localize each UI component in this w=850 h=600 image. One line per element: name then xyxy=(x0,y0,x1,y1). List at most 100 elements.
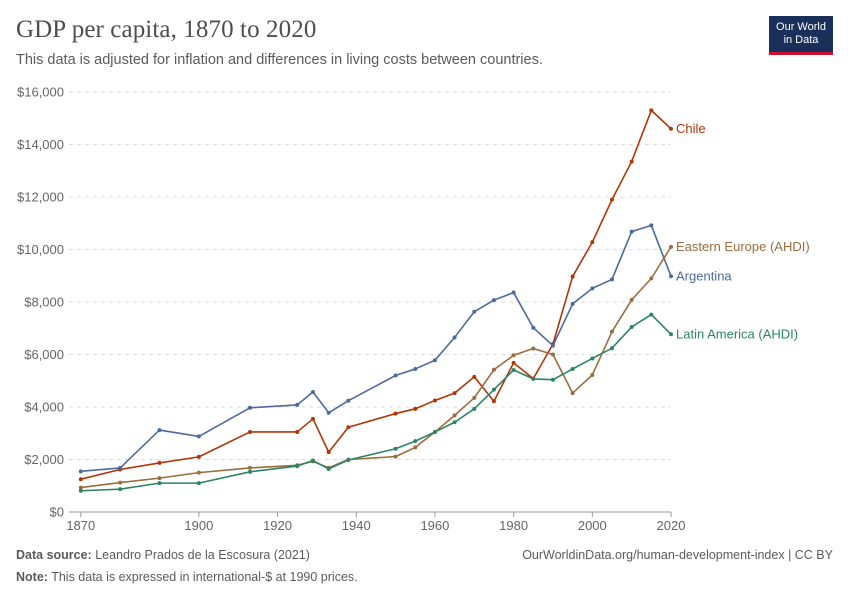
note-footer: Note: This data is expressed in internat… xyxy=(16,570,358,584)
data-point-latin-america-ahdi xyxy=(472,406,477,411)
data-point-argentina xyxy=(531,325,536,330)
x-tick-label: 1870 xyxy=(66,518,95,533)
data-point-eastern-europe-ahdi xyxy=(196,470,201,475)
owid-logo[interactable]: Our World in Data xyxy=(769,16,833,55)
data-point-eastern-europe-ahdi xyxy=(472,395,477,400)
data-point-argentina xyxy=(649,223,654,228)
data-point-chile xyxy=(78,477,83,482)
series-line-chile xyxy=(80,109,672,480)
series-label-argentina: Argentina xyxy=(676,268,732,283)
data-point-latin-america-ahdi xyxy=(326,466,331,471)
data-point-argentina xyxy=(247,405,252,410)
data-point-eastern-europe-ahdi xyxy=(247,465,252,470)
data-source-label: Data source: xyxy=(16,548,92,562)
data-point-latin-america-ahdi xyxy=(649,312,654,317)
data-point-argentina xyxy=(570,301,575,306)
data-point-argentina xyxy=(118,465,123,470)
logo-line-1: Our World xyxy=(776,21,826,33)
series-line-eastern-europe-ahdi xyxy=(80,246,672,489)
data-point-argentina xyxy=(413,366,418,371)
x-tick-label: 1960 xyxy=(420,518,449,533)
logo-line-2: in Data xyxy=(783,34,819,46)
data-point-chile xyxy=(649,108,654,113)
data-point-chile xyxy=(295,429,300,434)
data-point-latin-america-ahdi xyxy=(669,332,673,337)
data-point-eastern-europe-ahdi xyxy=(157,476,162,481)
data-point-chile xyxy=(511,360,516,365)
note-label: Note: xyxy=(16,570,48,584)
series-label-latin-america-ahdi: Latin America (AHDI) xyxy=(676,326,798,341)
y-tick-label: $0 xyxy=(50,505,64,520)
y-tick-label: $10,000 xyxy=(17,242,64,257)
data-point-chile xyxy=(609,197,614,202)
data-point-argentina xyxy=(432,358,437,363)
source-url-link[interactable]: OurWorldinData.org/human-development-ind… xyxy=(522,548,833,562)
note-text: This data is expressed in international-… xyxy=(47,570,358,584)
series-eastern-europe-ahdi xyxy=(78,244,673,490)
data-point-chile xyxy=(196,454,201,459)
data-point-latin-america-ahdi xyxy=(295,464,300,469)
data-point-argentina xyxy=(609,277,614,282)
y-tick-label: $14,000 xyxy=(17,137,64,152)
x-tick-label: 1980 xyxy=(499,518,528,533)
data-point-latin-america-ahdi xyxy=(393,446,398,451)
data-point-argentina xyxy=(669,274,673,279)
data-point-chile xyxy=(669,126,673,131)
data-point-chile xyxy=(413,406,418,411)
data-point-argentina xyxy=(491,298,496,303)
data-point-argentina xyxy=(550,343,555,348)
x-tick-label: 1900 xyxy=(184,518,213,533)
series-latin-america-ahdi xyxy=(78,312,673,493)
data-point-latin-america-ahdi xyxy=(413,439,418,444)
y-tick-label: $4,000 xyxy=(24,400,64,415)
series-lines xyxy=(78,108,673,493)
data-source-footer: Data source: Leandro Prados de la Escosu… xyxy=(16,548,310,562)
chart-title: GDP per capita, 1870 to 2020 xyxy=(16,16,317,43)
data-point-eastern-europe-ahdi xyxy=(511,353,516,358)
data-point-latin-america-ahdi xyxy=(609,346,614,351)
data-source-text: Leandro Prados de la Escosura (2021) xyxy=(91,548,310,562)
data-point-eastern-europe-ahdi xyxy=(669,244,673,249)
data-point-latin-america-ahdi xyxy=(432,429,437,434)
data-point-latin-america-ahdi xyxy=(118,487,123,492)
data-point-chile xyxy=(432,398,437,403)
y-tick-label: $2,000 xyxy=(24,452,64,467)
data-point-eastern-europe-ahdi xyxy=(570,391,575,396)
data-point-eastern-europe-ahdi xyxy=(609,329,614,334)
data-point-latin-america-ahdi xyxy=(629,324,634,329)
data-point-chile xyxy=(452,391,457,396)
data-point-latin-america-ahdi xyxy=(550,377,555,382)
series-label-eastern-europe-ahdi: Eastern Europe (AHDI) xyxy=(676,239,810,254)
x-tick-label: 1920 xyxy=(263,518,292,533)
y-axis-tick-labels: $0 $2,000 $4,000 $6,000 $8,000 $10,000 $12,000… xyxy=(17,85,64,520)
data-point-latin-america-ahdi xyxy=(346,458,351,463)
chart-subtitle: This data is adjusted for inflation and … xyxy=(16,52,543,68)
data-point-latin-america-ahdi xyxy=(511,367,516,372)
data-point-latin-america-ahdi xyxy=(590,356,595,361)
data-point-chile xyxy=(310,416,315,421)
data-point-eastern-europe-ahdi xyxy=(629,297,634,302)
data-point-latin-america-ahdi xyxy=(78,488,83,493)
data-point-chile xyxy=(472,374,477,379)
data-point-eastern-europe-ahdi xyxy=(531,346,536,351)
data-point-eastern-europe-ahdi xyxy=(393,454,398,459)
data-point-eastern-europe-ahdi xyxy=(590,372,595,377)
data-point-latin-america-ahdi xyxy=(310,458,315,463)
y-tick-label: $6,000 xyxy=(24,347,64,362)
data-point-eastern-europe-ahdi xyxy=(649,276,654,281)
data-point-chile xyxy=(346,425,351,430)
data-point-argentina xyxy=(157,428,162,433)
data-point-latin-america-ahdi xyxy=(531,376,536,381)
data-point-argentina xyxy=(346,398,351,403)
data-point-argentina xyxy=(196,434,201,439)
data-point-chile xyxy=(590,240,595,245)
x-axis: 1870 1900 1920 1940 1960 1980 2000 2020 xyxy=(66,511,685,533)
data-point-chile xyxy=(570,274,575,279)
data-point-chile xyxy=(326,450,331,455)
data-point-chile xyxy=(491,399,496,404)
data-point-argentina xyxy=(472,309,477,314)
data-point-latin-america-ahdi xyxy=(196,481,201,486)
data-point-argentina xyxy=(511,290,516,295)
series-labels: Chile Argentina Eastern Europe (AHDI) Latin… xyxy=(676,121,810,342)
data-point-eastern-europe-ahdi xyxy=(118,480,123,485)
